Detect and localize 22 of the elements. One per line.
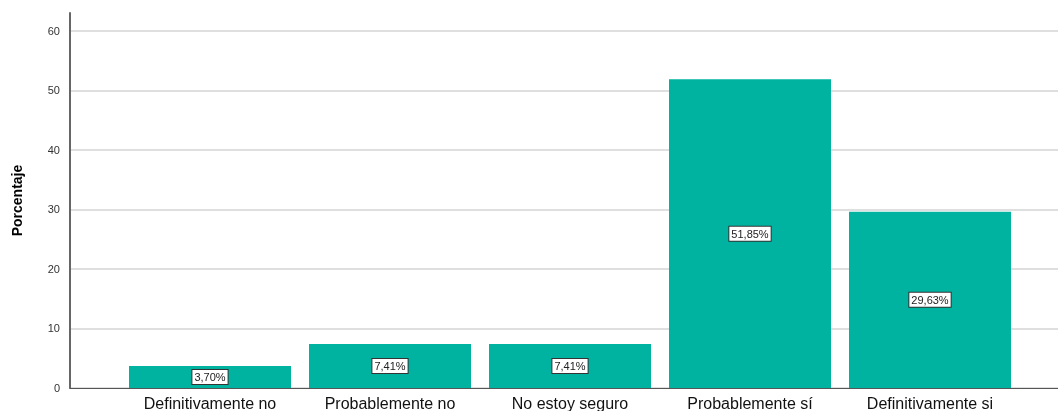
x-tick-label: Probablemente sí — [687, 394, 814, 411]
y-tick-label: 30 — [47, 203, 60, 216]
y-tick-label: 0 — [53, 382, 60, 394]
data-label: 29,63% — [911, 293, 949, 306]
y-tick-label: 60 — [47, 24, 60, 37]
data-label: 51,85% — [731, 227, 769, 240]
data-label: 7,41% — [554, 359, 586, 372]
data-label: 7,41% — [374, 359, 406, 372]
bar — [669, 79, 831, 388]
y-tick-label: 20 — [47, 262, 60, 275]
bar — [489, 343, 651, 388]
bar — [849, 211, 1011, 388]
x-tick-label: Definitivamente no — [143, 394, 277, 411]
bar — [309, 343, 471, 388]
data-label: 3,70% — [194, 370, 226, 383]
x-tick-label: Probablemente no — [324, 394, 456, 411]
y-tick-label: 10 — [47, 322, 60, 335]
y-tick-label: 40 — [47, 143, 60, 156]
y-axis-title: Porcentaje — [9, 164, 25, 237]
x-tick-label: No estoy seguro — [511, 394, 629, 411]
y-tick-label: 50 — [47, 84, 60, 97]
x-tick-label: Definitivamente si — [866, 394, 994, 411]
